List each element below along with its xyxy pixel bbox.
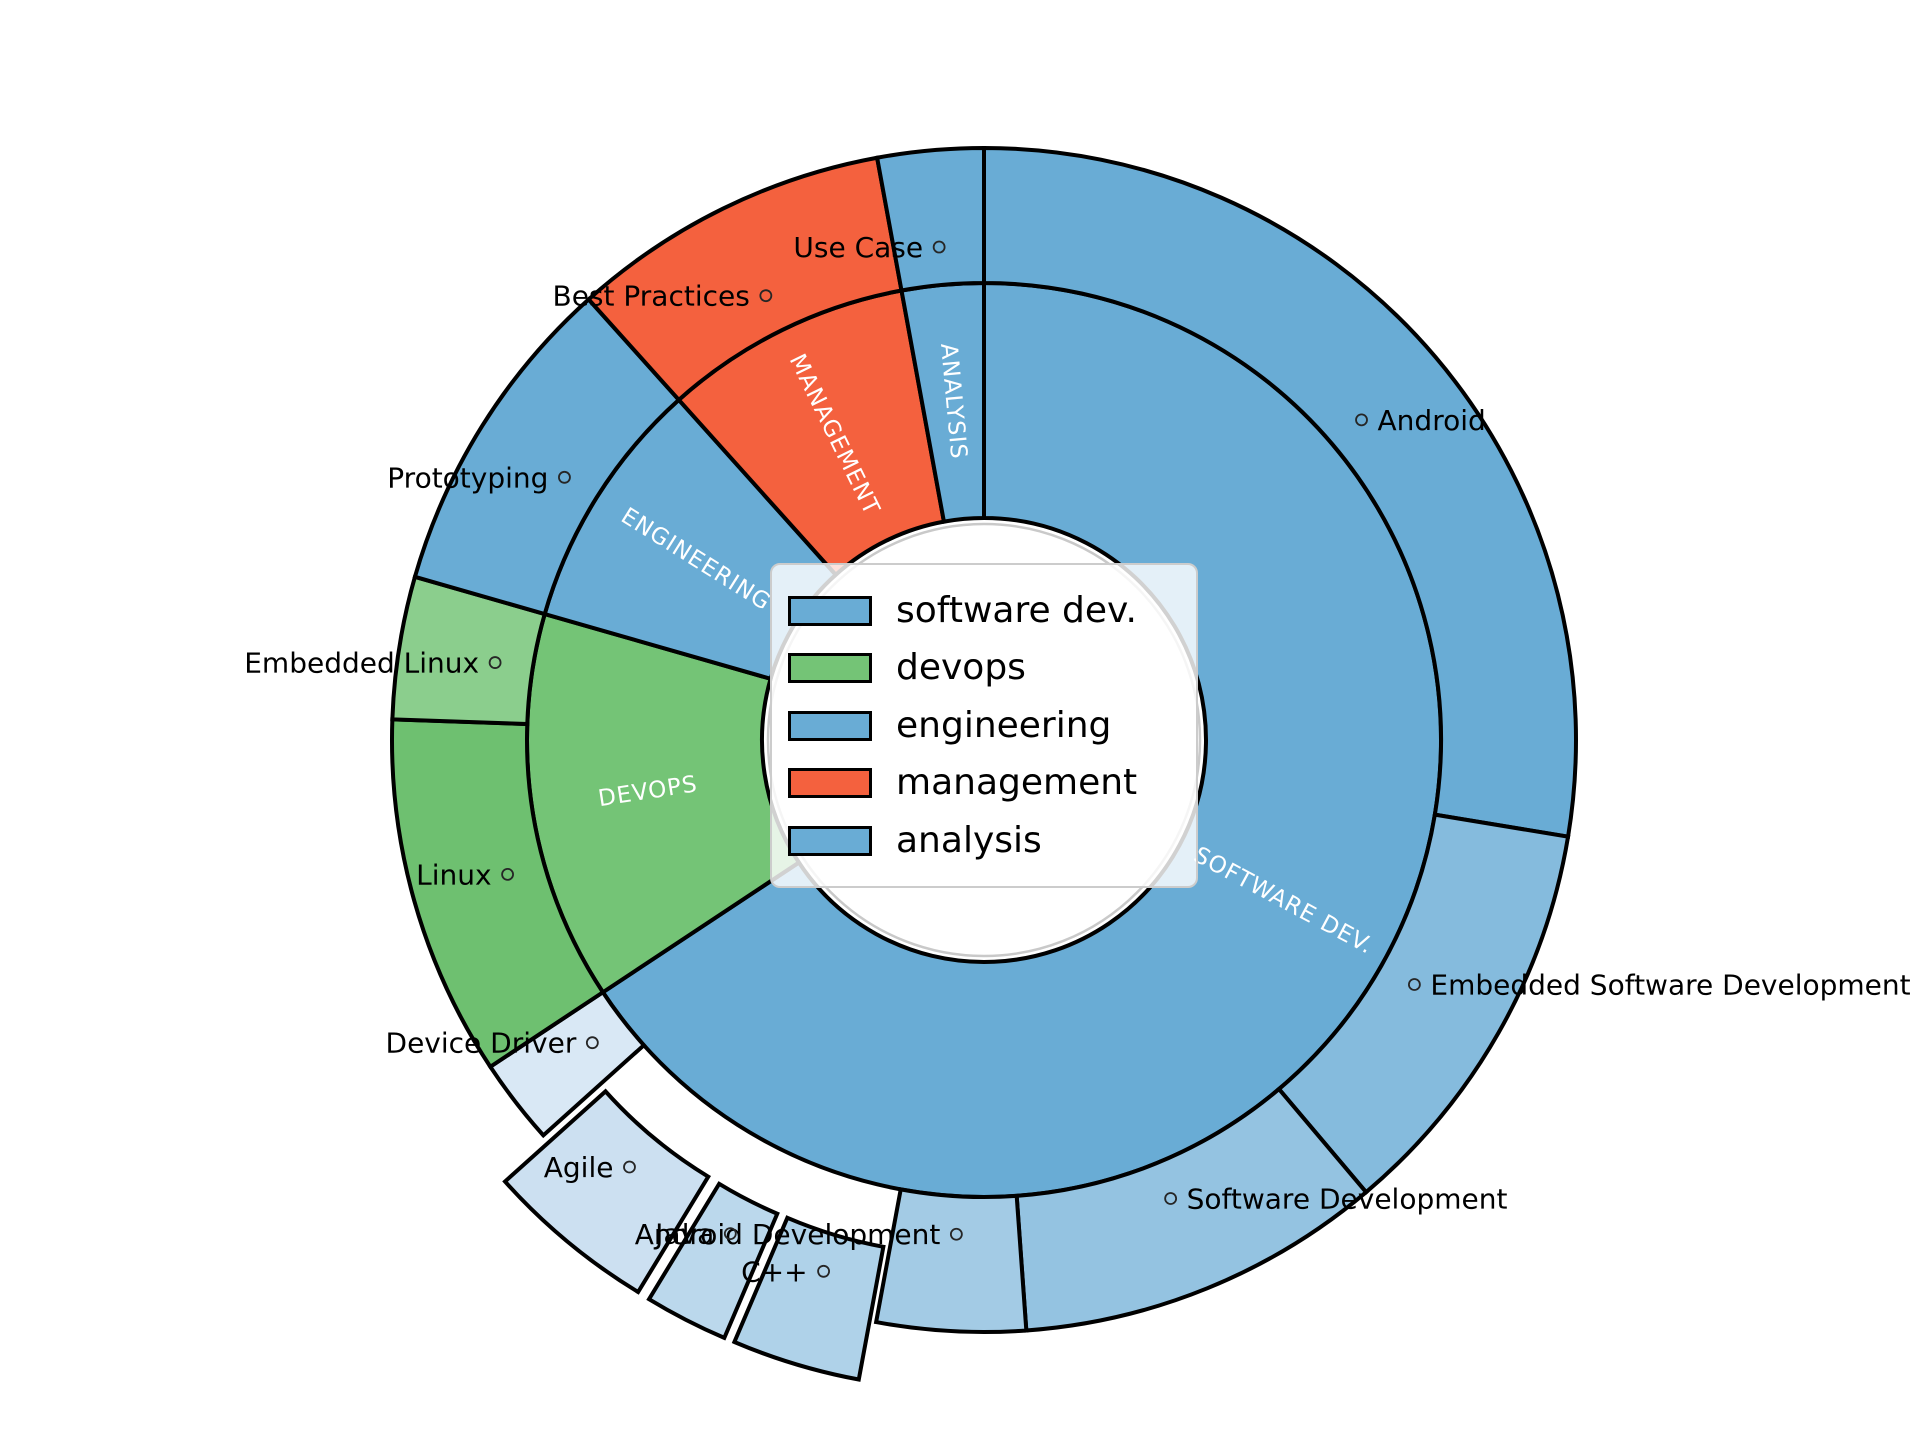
legend-item-engineering: engineering: [788, 704, 1186, 746]
wedge-skill-java: [646, 1181, 780, 1341]
skill-label-software-development: Software Development: [1187, 1182, 1508, 1215]
legend-swatch-icon: [788, 710, 872, 741]
skill-label-agile: Agile: [544, 1151, 614, 1184]
legend-item-label: devops: [896, 647, 1026, 688]
legend-item-management: management: [788, 765, 1186, 801]
agile-marker-icon: [623, 1160, 636, 1174]
wedge-skill-c: [731, 1215, 886, 1382]
legend-item-label: management: [896, 762, 1138, 803]
software-development-marker-icon: [1164, 1192, 1178, 1205]
skill-label-java: Java: [653, 1218, 714, 1251]
embedded-software-development-marker-icon: [1408, 978, 1421, 991]
legend-swatch-icon: [788, 653, 872, 683]
legend-item-label: analysis: [896, 819, 1042, 861]
skill-label-device-driver: Device Driver: [386, 1027, 577, 1060]
wedge-skill-agile: [502, 1088, 712, 1295]
skill-label-c: C++: [741, 1255, 807, 1288]
best-practices-marker-icon: [759, 289, 773, 303]
wedge-skill-android: [982, 145, 1578, 839]
skill-label-prototyping: Prototyping: [387, 461, 548, 494]
prototyping-marker-icon: [558, 470, 571, 484]
skill-label-use-case: Use Case: [793, 231, 923, 264]
skill-label-android-development: Android Development: [635, 1218, 941, 1251]
legend-item-label: engineering: [896, 704, 1112, 746]
skill-label-embedded-software-development: Embedded Software Development: [1430, 969, 1910, 1002]
skill-label-best-practices: Best Practices: [553, 280, 750, 313]
legend-swatch-icon: [788, 595, 872, 626]
legend-item-label: software dev.: [896, 589, 1137, 631]
chart-legend: software dev. devops engineering managem…: [770, 563, 1198, 888]
linux-marker-icon: [501, 867, 514, 881]
use-case-marker-icon: [932, 240, 946, 254]
android-marker-icon: [1355, 413, 1368, 427]
legend-swatch-icon: [788, 825, 872, 856]
device-driver-marker-icon: [585, 1036, 599, 1050]
android-development-marker-icon: [949, 1227, 963, 1241]
legend-item-analysis: analysis: [788, 819, 1186, 861]
wedge-skill-use-case: [874, 145, 986, 293]
skill-label-embedded-linux: Embedded Linux: [244, 647, 479, 680]
legend-item-software-dev: software dev.: [788, 589, 1186, 631]
skill-label-linux: Linux: [416, 858, 491, 891]
wedge-skill-android-development: [873, 1187, 1029, 1334]
legend-item-devops: devops: [788, 650, 1186, 686]
embedded-linux-marker-icon: [488, 656, 502, 669]
c-marker-icon: [817, 1264, 830, 1278]
legend-swatch-icon: [788, 768, 872, 798]
java-marker-icon: [723, 1227, 737, 1241]
skill-label-android: Android: [1378, 404, 1486, 437]
